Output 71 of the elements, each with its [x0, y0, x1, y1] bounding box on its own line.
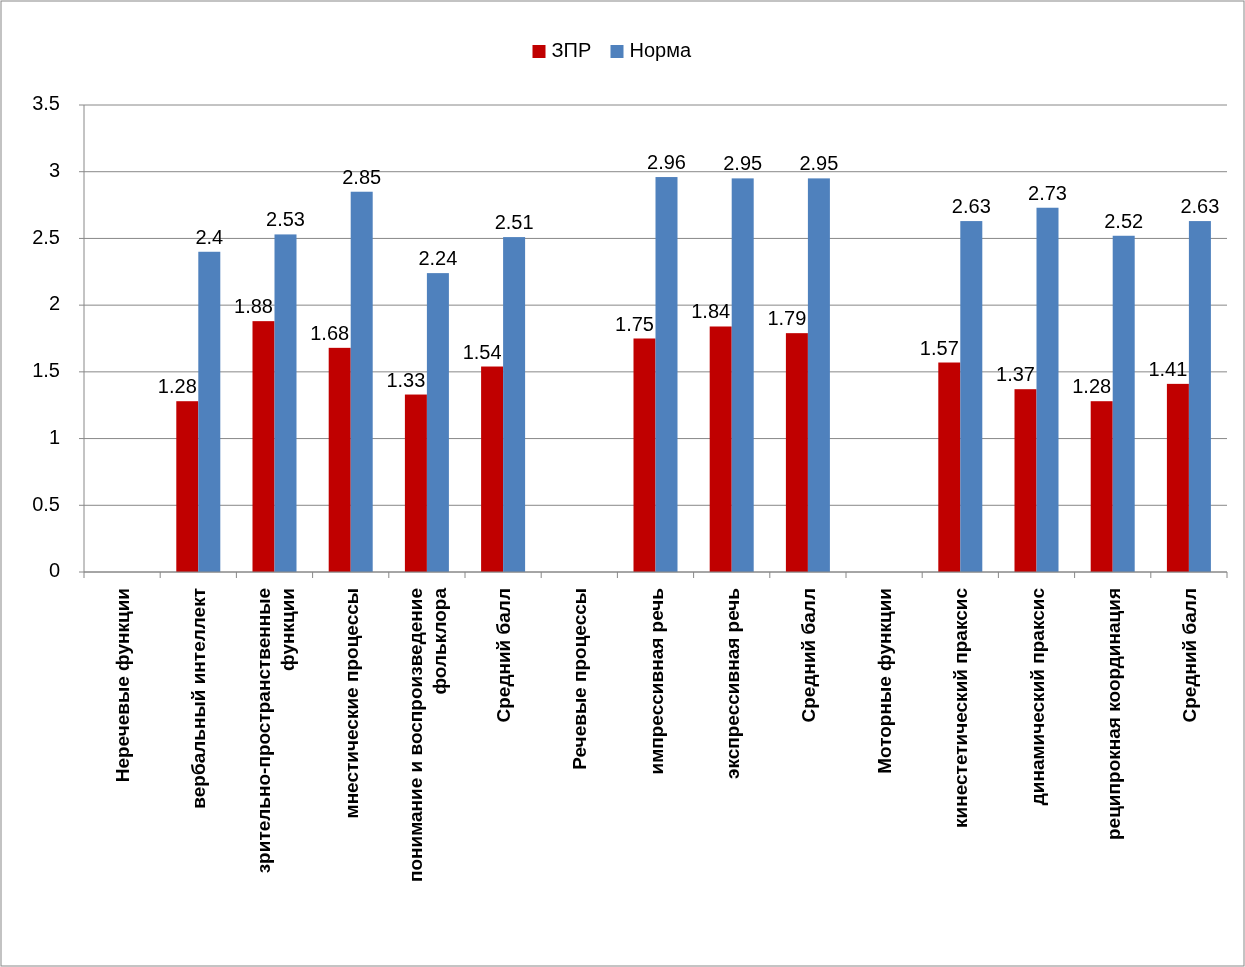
bar: [1188, 221, 1211, 572]
y-tick-label: 0: [48, 559, 60, 582]
y-tick-label: 1.5: [32, 359, 60, 382]
bar: [426, 273, 449, 572]
bar: [252, 321, 275, 572]
bar: [1014, 389, 1037, 572]
data-label: 2.51: [494, 211, 534, 234]
bar: [633, 338, 656, 572]
bar: [1112, 235, 1135, 572]
bar: [198, 251, 221, 572]
x-tick-label: Моторные функции: [874, 588, 896, 774]
y-tick-label: 3: [48, 159, 60, 181]
data-label: 2.4: [195, 225, 224, 248]
bar: [1166, 383, 1189, 572]
data-label: 1.41: [1148, 357, 1188, 380]
bar: [481, 366, 504, 572]
bar: [731, 178, 754, 572]
legend-label: Норма: [629, 39, 692, 62]
x-tick-label: импрессивная речь: [645, 588, 667, 775]
data-label: 2.96: [647, 151, 686, 174]
data-label: 2.73: [1028, 181, 1067, 204]
data-label: 2.24: [418, 247, 458, 270]
bar: [1090, 401, 1113, 572]
data-label: 2.95: [723, 152, 763, 175]
data-label: 1.28: [1072, 375, 1112, 398]
data-label: 1.33: [386, 368, 426, 391]
bar: [1036, 207, 1059, 572]
x-tick-label: динамический праксис: [1026, 587, 1048, 806]
legend-label: ЗПР: [551, 39, 592, 62]
y-tick-label: 2.5: [32, 225, 60, 248]
bar: [785, 333, 808, 572]
x-tick-label: Средний балл: [493, 588, 515, 723]
x-tick-label: кинестетический праксис: [950, 587, 972, 828]
x-tick-label: Средний балл: [1178, 588, 1200, 723]
data-label: 2.85: [342, 165, 382, 188]
y-tick-label: 2: [48, 292, 60, 315]
x-tick-label: реципрокная координация: [1102, 588, 1124, 840]
data-label: 1.68: [310, 321, 350, 344]
bar: [938, 362, 961, 572]
bar: [709, 326, 732, 572]
y-tick-label: 3.5: [32, 92, 60, 115]
bar: [655, 177, 678, 572]
data-label: 1.28: [157, 375, 197, 398]
bar: [960, 221, 983, 572]
data-label: 2.95: [799, 152, 839, 175]
bar: [176, 401, 199, 572]
data-label: 1.88: [234, 295, 273, 318]
data-label: 2.63: [1180, 195, 1220, 218]
x-tick-label: экспрессивная речь: [721, 588, 743, 780]
bar: [404, 394, 427, 572]
bar: [350, 191, 373, 572]
data-label: 1.79: [767, 307, 807, 330]
bar: [274, 234, 297, 572]
y-tick-label: 0.5: [32, 492, 60, 515]
data-label: 2.52: [1104, 209, 1144, 232]
x-tick-label: вербальный интеллект: [188, 588, 210, 809]
x-tick-label: Речевые процессы: [569, 588, 591, 770]
x-tick-label: Неречевые функции: [112, 588, 134, 783]
data-label: 1.84: [691, 300, 731, 323]
x-tick-label: Средний балл: [797, 588, 819, 723]
data-label: 1.37: [996, 363, 1035, 386]
data-label: 1.54: [462, 340, 502, 363]
x-tick-label: мнестические процессы: [340, 588, 362, 819]
y-tick-label: 1: [48, 425, 60, 448]
data-label: 1.57: [919, 336, 959, 359]
bar: [807, 178, 830, 572]
data-label: 1.75: [615, 312, 654, 335]
data-label: 2.53: [266, 208, 305, 231]
bar: [328, 347, 351, 572]
data-label: 2.63: [951, 195, 991, 218]
bar: [503, 237, 526, 572]
